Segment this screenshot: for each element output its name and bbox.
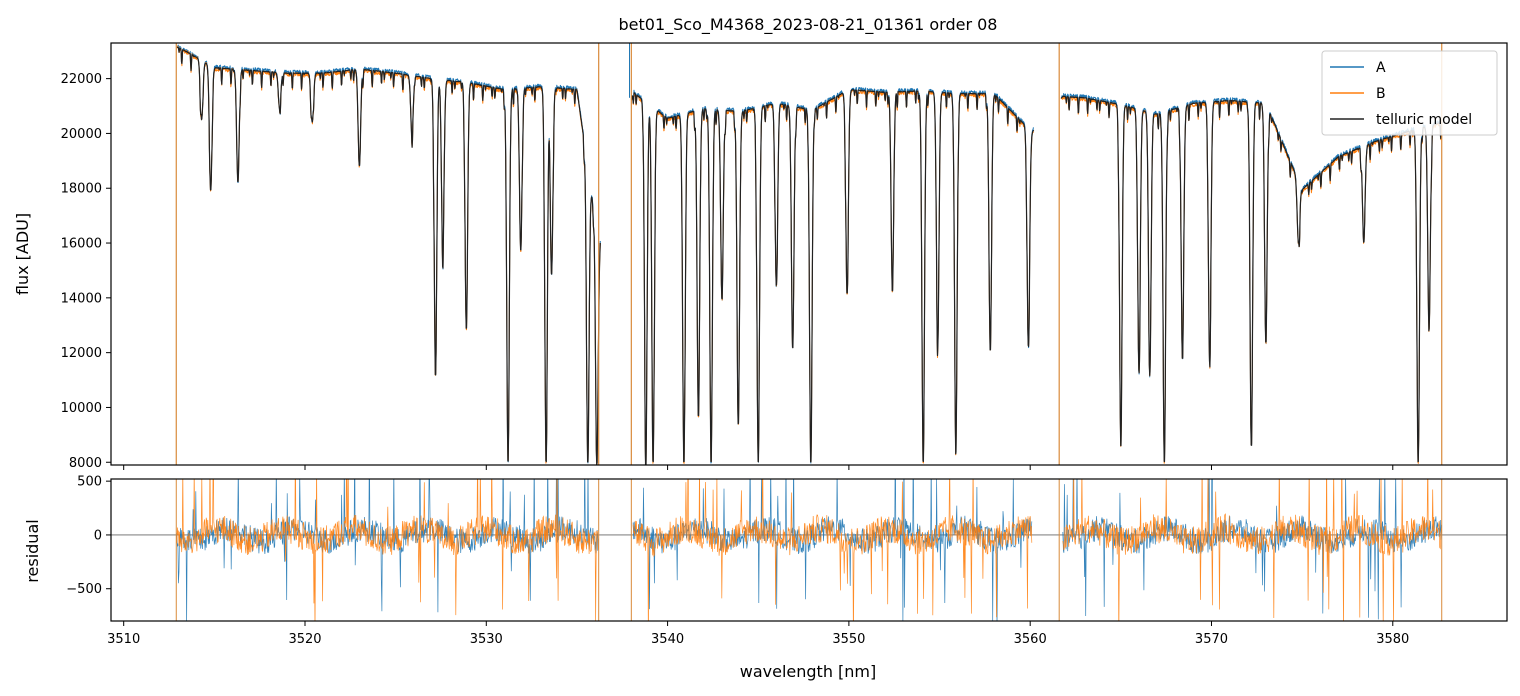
residual-xtick-label: 3550 [832,632,865,647]
residual-xtick-label: 3520 [288,632,321,647]
residual-xtick-label: 3530 [470,632,503,647]
flux-ticks: 8000 10000 12000 14000 16000 18000 20000 22000 [61,72,1394,471]
residual-xtick-label: 3580 [1376,632,1409,647]
residual-xtick-label: 3570 [1195,632,1228,647]
residual-ylabel: residual [23,519,42,582]
flux-ytick-label: 12000 [61,346,102,361]
flux-ytick-label: 8000 [69,456,102,471]
residual-xtick-label: 3540 [651,632,684,647]
flux-ytick-label: 14000 [61,291,102,306]
flux-axes-frame [110,42,1508,466]
chart-title: bet01_Sco_M4368_2023-08-21_01361 order 0… [619,15,998,35]
legend-label: telluric model [1376,112,1472,128]
flux-plot-area [175,43,1443,465]
residual-panel: −500 0 500 3510 3520 3530 3540 3550 3560 3570 3580… [23,475,1508,681]
flux-ylabel: flux [ADU] [13,213,32,295]
residual-xtick-label: 3560 [1014,632,1047,647]
flux-ytick-label: 20000 [61,127,102,142]
residual-series-b [175,479,1442,621]
flux-ytick-label: 22000 [61,72,102,87]
flux-series-telluric-model [176,46,1443,465]
residual-ytick-label: 500 [77,475,102,490]
residual-xlabel: wavelength [nm] [740,662,877,681]
residual-ticks: −500 0 500 3510 3520 3530 3540 3550 3560 3570 3580 [66,475,1409,647]
residual-ytick-label: 0 [94,528,102,543]
flux-panel: 800010000120001400016000180002000022000 … [13,42,1508,471]
legend-label: A [1376,60,1386,76]
residual-plot-area [111,479,1507,621]
residual-xtick-label: 3510 [107,632,140,647]
residual-ytick-label: −500 [66,582,102,597]
residual-axes-frame [110,478,1508,622]
flux-ytick-label: 18000 [61,182,102,197]
flux-ytick-label: 16000 [61,237,102,252]
legend-box [1321,50,1498,136]
legend-label: B [1376,86,1386,102]
flux-ytick-label: 10000 [61,401,102,416]
